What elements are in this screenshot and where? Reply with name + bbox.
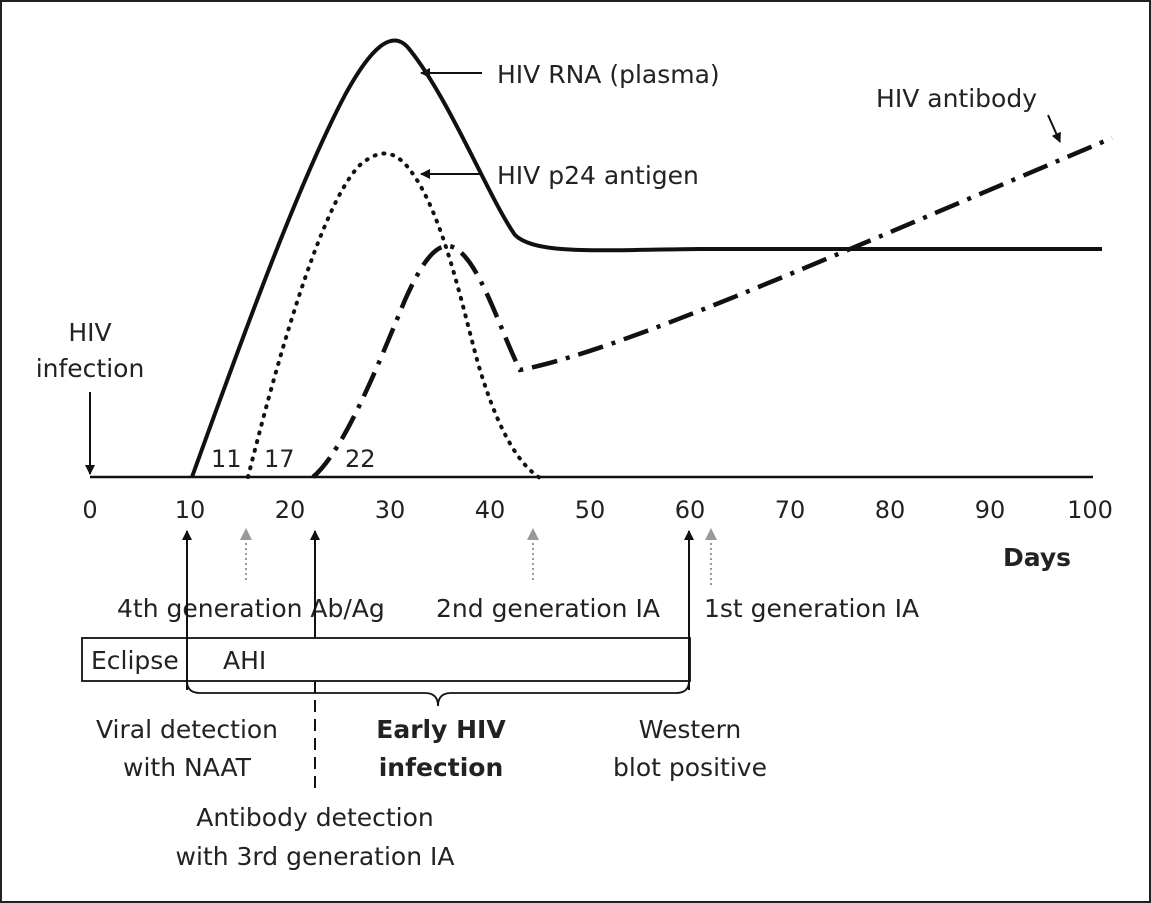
- p24-curve: [246, 151, 542, 480]
- tick-label: 60: [675, 496, 706, 524]
- x-tick-labels: 0 10 20 30 40 50 60 70 80 90 100: [82, 496, 1113, 524]
- western-blot-label-line1: Western: [639, 715, 742, 744]
- antibody-label: HIV antibody: [876, 84, 1037, 113]
- tick-label: 90: [975, 496, 1006, 524]
- infection-label-line1: HIV: [68, 318, 111, 347]
- tick-label: 10: [175, 496, 206, 524]
- rna-curve: [190, 38, 1103, 478]
- early-infection-brace: [186, 680, 690, 707]
- early-infection-label-line1: Early HIV: [376, 715, 506, 744]
- naat-label-line2: with NAAT: [123, 753, 252, 782]
- tick-label: 50: [575, 496, 606, 524]
- tick-label: 30: [375, 496, 406, 524]
- first-gen-label: 1st generation IA: [704, 594, 919, 623]
- naat-label-line1: Viral detection: [96, 715, 278, 744]
- western-blot-label-line2: blot positive: [613, 753, 767, 782]
- fourth-gen-label: 4th generation Ab/Ag: [117, 594, 385, 623]
- x-axis-label: Days: [1003, 543, 1071, 572]
- antibody-onset-day: 22: [345, 445, 376, 473]
- tick-label: 70: [775, 496, 806, 524]
- antibody-detection-label-line1: Antibody detection: [196, 803, 434, 832]
- p24-onset-day: 17: [264, 445, 295, 473]
- tick-label: 100: [1067, 496, 1113, 524]
- antibody-detection-label-line2: with 3rd generation IA: [176, 842, 455, 871]
- antibody-curve: [311, 135, 1113, 479]
- tick-label: 40: [475, 496, 506, 524]
- infection-label-line2: infection: [36, 354, 145, 383]
- rna-onset-day: 11: [211, 445, 242, 473]
- tick-label: 20: [275, 496, 306, 524]
- tick-label: 0: [82, 496, 97, 524]
- eclipse-label: Eclipse: [91, 646, 179, 675]
- p24-label: HIV p24 antigen: [497, 161, 699, 190]
- tick-label: 80: [875, 496, 906, 524]
- ahi-label: AHI: [223, 646, 266, 675]
- early-infection-label-line2: infection: [379, 753, 504, 782]
- rna-label: HIV RNA (plasma): [497, 60, 720, 89]
- second-gen-label: 2nd generation IA: [436, 594, 660, 623]
- antibody-pointer-arrow: [1047, 114, 1061, 143]
